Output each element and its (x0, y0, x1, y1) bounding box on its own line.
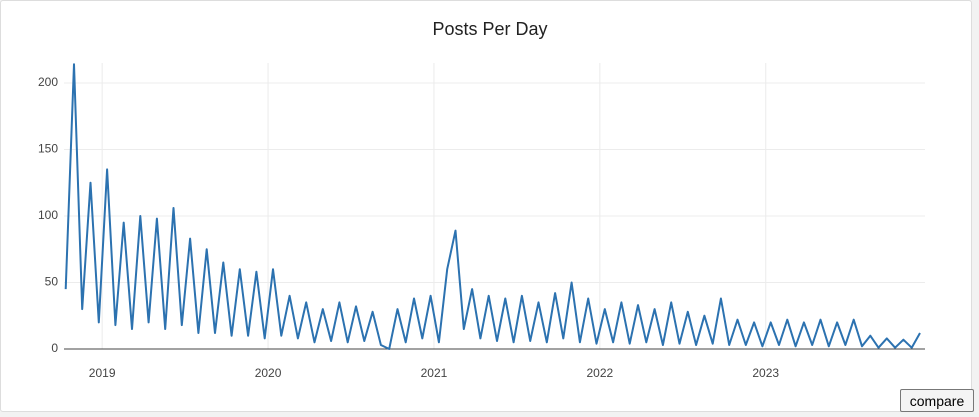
y-tick-label: 50 (45, 275, 59, 289)
x-tick-label: 2022 (586, 366, 613, 380)
chart-title: Posts Per Day (432, 19, 547, 39)
x-tick-label: 2020 (255, 366, 282, 380)
y-tick-label: 200 (38, 75, 58, 89)
grid (64, 63, 925, 350)
x-tick-label: 2023 (752, 366, 779, 380)
x-tick-label: 2019 (89, 366, 116, 380)
y-tick-label: 150 (38, 142, 58, 156)
plot (64, 63, 921, 350)
data-line (64, 63, 921, 350)
y-tick-label: 0 (51, 341, 58, 355)
chart: Posts Per Day 0 50 100 150 200 2019 2020 2021 20… (38, 19, 925, 380)
compare-button[interactable]: compare (900, 389, 974, 412)
y-tick-label: 100 (38, 208, 58, 222)
x-tick-label: 2021 (421, 366, 448, 380)
